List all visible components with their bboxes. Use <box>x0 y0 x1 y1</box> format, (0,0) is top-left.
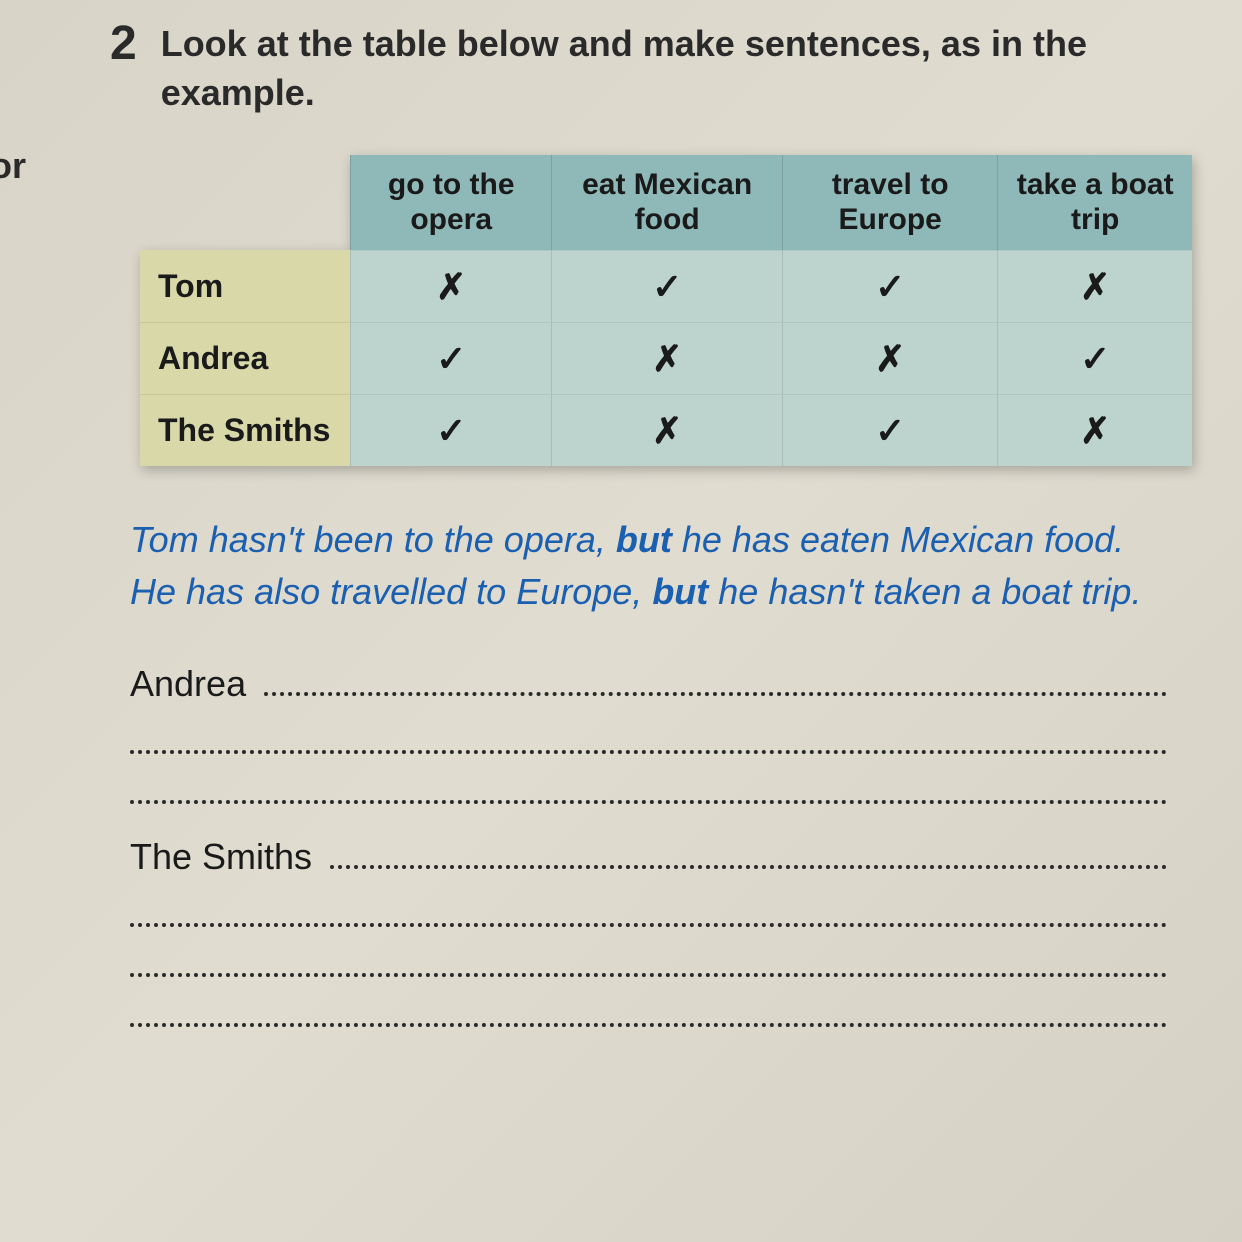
check-icon: ✓ <box>436 410 466 451</box>
answer-label: The Smiths <box>130 836 312 878</box>
table-cell: ✗ <box>997 394 1192 466</box>
table-cell: ✓ <box>997 322 1192 394</box>
row-name: Andrea <box>140 322 350 394</box>
answer-blank-line[interactable] <box>130 786 1167 804</box>
activity-table: go to the opera eat Mexican food travel … <box>140 155 1192 466</box>
table-cell: ✗ <box>551 394 782 466</box>
column-header: go to the opera <box>350 155 551 250</box>
table-row: Andrea ✓ ✗ ✗ ✓ <box>140 322 1192 394</box>
answer-blank-line[interactable] <box>130 959 1167 977</box>
table-cell: ✗ <box>782 322 998 394</box>
cross-icon: ✗ <box>1080 266 1110 307</box>
row-name: Tom <box>140 250 350 322</box>
answer-blank-line[interactable] <box>330 851 1167 869</box>
answer-section-smiths: The Smiths <box>130 836 1167 1027</box>
table-cell: ✗ <box>997 250 1192 322</box>
table-cell: ✓ <box>551 250 782 322</box>
example-part-bold: but <box>652 571 708 612</box>
example-part: Tom hasn't been to the opera, <box>130 519 616 560</box>
table-cell: ✓ <box>350 394 551 466</box>
cross-icon: ✗ <box>436 266 466 307</box>
table-cell: ✓ <box>782 250 998 322</box>
table-row: Tom ✗ ✓ ✓ ✗ <box>140 250 1192 322</box>
check-icon: ✓ <box>1080 338 1110 379</box>
table-cell: ✗ <box>551 322 782 394</box>
table-cell: ✓ <box>782 394 998 466</box>
column-header: travel to Europe <box>782 155 998 250</box>
table-cell: ✗ <box>350 250 551 322</box>
answer-blank-line[interactable] <box>264 678 1167 696</box>
cross-icon: ✗ <box>652 410 682 451</box>
exercise-number: 2 <box>110 20 137 68</box>
table-header-row: go to the opera eat Mexican food travel … <box>140 155 1192 250</box>
row-name: The Smiths <box>140 394 350 466</box>
cross-icon: ✗ <box>1080 410 1110 451</box>
check-icon: ✓ <box>875 266 905 307</box>
example-sentence: Tom hasn't been to the opera, but he has… <box>130 514 1162 618</box>
check-icon: ✓ <box>436 338 466 379</box>
check-icon: ✓ <box>652 266 682 307</box>
answer-section-andrea: Andrea <box>130 663 1167 804</box>
instruction-text: Look at the table below and make sentenc… <box>161 20 1202 117</box>
check-icon: ✓ <box>875 410 905 451</box>
exercise-header: 2 Look at the table below and make sente… <box>20 20 1202 117</box>
example-part: he hasn't taken a boat trip. <box>708 571 1141 612</box>
answer-blank-line[interactable] <box>130 1009 1167 1027</box>
cross-icon: ✗ <box>652 338 682 379</box>
cross-icon: ✗ <box>875 338 905 379</box>
example-part-bold: but <box>616 519 672 560</box>
table-cell: ✓ <box>350 322 551 394</box>
answer-label: Andrea <box>130 663 246 705</box>
header-empty <box>140 155 350 250</box>
margin-fragment: or <box>0 145 26 187</box>
column-header: take a boat trip <box>997 155 1192 250</box>
answer-blank-line[interactable] <box>130 910 1167 928</box>
column-header: eat Mexican food <box>551 155 782 250</box>
table-row: The Smiths ✓ ✗ ✓ ✗ <box>140 394 1192 466</box>
answer-blank-line[interactable] <box>130 737 1167 755</box>
